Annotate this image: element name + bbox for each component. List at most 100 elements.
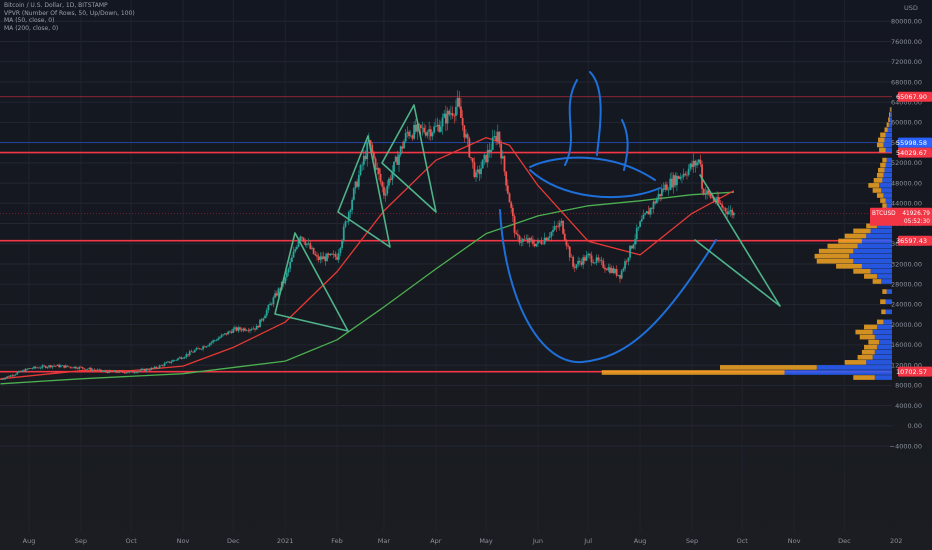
saucer-top-annotation: [529, 156, 656, 181]
candle-body: [446, 110, 449, 124]
candle-body: [627, 257, 630, 262]
candle-body: [379, 173, 382, 182]
candle-body: [456, 97, 459, 107]
candle-body: [116, 372, 119, 373]
candle-body: [622, 268, 625, 271]
candle-body: [6, 376, 9, 378]
candle-body: [23, 370, 25, 372]
candle-body: [131, 371, 134, 373]
candle-body: [128, 371, 131, 373]
vpvr-up-bar: [890, 107, 892, 112]
candle-body: [48, 365, 50, 368]
candle-body: [165, 362, 168, 364]
candle-body: [133, 372, 136, 374]
legend-ma50[interactable]: MA (50, close, 0): [4, 17, 55, 24]
ma50-path: [0, 136, 735, 380]
candle-body: [495, 136, 498, 142]
candle-body: [398, 154, 400, 165]
candle-body: [645, 211, 648, 214]
candle-body: [640, 219, 643, 222]
candle-body: [9, 375, 12, 377]
vpvr-down-bar: [861, 349, 875, 355]
candle-body: [538, 240, 541, 242]
candle-body: [183, 357, 186, 359]
candle-body: [346, 221, 349, 223]
candle-body: [520, 242, 523, 243]
candle-body: [550, 232, 553, 237]
candle-body: [411, 135, 414, 139]
candle-body: [707, 190, 710, 194]
candle-body: [193, 350, 196, 353]
candle-body: [490, 149, 492, 153]
vpvr-down-bar: [882, 157, 887, 163]
vpvr-down-bar: [868, 183, 880, 188]
candle-body: [565, 239, 568, 246]
candle-body: [250, 329, 253, 330]
candle-body: [593, 262, 596, 264]
candle-body: [239, 327, 241, 330]
candle-body: [617, 274, 620, 276]
candle-body: [681, 176, 683, 178]
candle-body: [74, 366, 77, 369]
candle-body: [311, 247, 313, 249]
candle-body: [374, 158, 377, 170]
y-tick-label: 8000.00: [895, 382, 922, 390]
ma200-line: [0, 191, 734, 385]
vpvr-down-bar: [827, 243, 858, 249]
legend-symbol[interactable]: Bitcoin / U.S. Dollar, 1D, BITSTAMP: [4, 2, 108, 9]
x-tick-label: Mar: [378, 537, 391, 545]
candle-body: [69, 366, 72, 368]
vpvr-up-bar: [874, 375, 892, 380]
vpvr-down-bar: [873, 178, 883, 183]
candle-body: [491, 137, 494, 150]
legend-vpvr[interactable]: VPVR (Number Of Rows, 50, Up/Down, 100): [4, 9, 135, 17]
candle-body: [396, 156, 399, 165]
candle-body: [257, 325, 260, 328]
candle-body: [49, 365, 52, 368]
candle-body: [543, 237, 546, 244]
candle-body: [612, 268, 615, 273]
candle-body: [654, 201, 657, 204]
candle-body: [98, 369, 101, 371]
candle-body: [61, 365, 64, 366]
vpvr-down-bar: [868, 339, 880, 345]
currency-label: USD: [904, 4, 918, 12]
candle-body: [480, 168, 482, 175]
legend-ma200[interactable]: MA (200, close, 0): [4, 24, 59, 32]
x-tick-label: 2021: [277, 537, 294, 545]
candle-body: [620, 270, 623, 279]
x-tick-label: Oct: [737, 537, 749, 545]
candle-body: [217, 338, 220, 341]
candle-body: [230, 331, 233, 333]
candle-body: [505, 171, 508, 186]
candle-body: [275, 293, 278, 296]
indicator-legend: Bitcoin / U.S. Dollar, 1D, BITSTAMP VPVR…: [4, 2, 135, 32]
candle-body: [312, 247, 315, 255]
candle-body: [205, 346, 208, 348]
candle-body: [535, 243, 538, 247]
candle-body: [339, 247, 342, 254]
candle-body: [168, 361, 171, 363]
vpvr-up-bar: [853, 248, 892, 254]
flag-triangle-1: [274, 232, 349, 332]
candle-body: [592, 262, 595, 264]
candle-body: [418, 124, 420, 125]
candle-body: [220, 335, 223, 338]
candle-body: [316, 255, 318, 257]
candle-body: [684, 173, 687, 175]
vpvr-up-bar: [870, 228, 892, 234]
candle-body: [31, 368, 34, 370]
candle-body: [160, 365, 163, 366]
candle-body: [604, 267, 606, 270]
candle-body: [148, 369, 151, 371]
candle-body: [717, 197, 720, 203]
candle-body: [115, 370, 117, 373]
x-tick-label: Dec: [227, 537, 240, 545]
candle-body: [38, 367, 40, 369]
candle-body: [354, 181, 357, 189]
chart-grid: [0, 0, 892, 532]
candle-body: [451, 113, 454, 116]
candle-body: [431, 132, 434, 137]
